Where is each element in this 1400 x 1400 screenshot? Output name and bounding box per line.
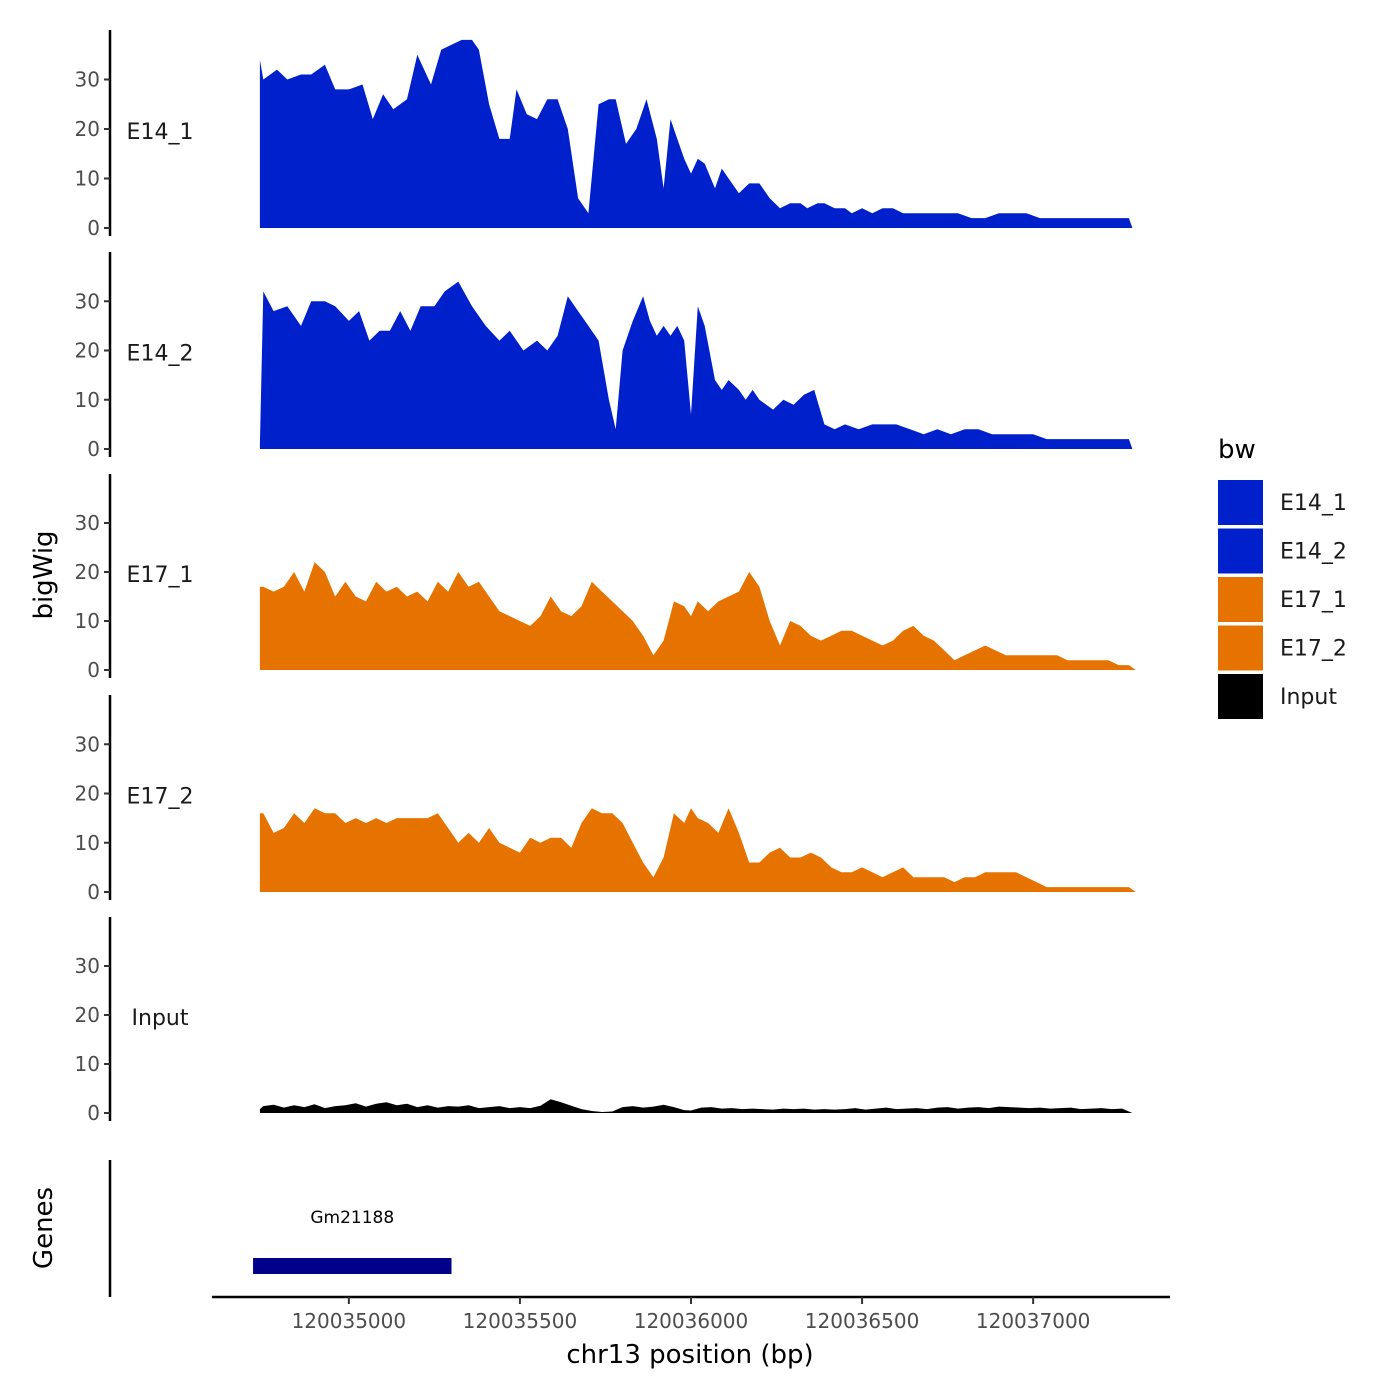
x-tick-label: 120035000	[292, 1309, 407, 1333]
genes-panel-title: Genes	[29, 1187, 59, 1269]
y-tick-label: 30	[75, 68, 100, 92]
y-tick-label: 10	[75, 831, 100, 855]
legend-swatch	[1218, 480, 1263, 525]
y-tick-label: 20	[75, 1003, 100, 1027]
area-series-e14_2	[259, 281, 1133, 449]
x-tick-label: 120037000	[976, 1309, 1091, 1333]
track-label: Input	[132, 1006, 189, 1031]
track-label: E17_1	[127, 563, 194, 588]
y-tick-label: 0	[87, 437, 100, 461]
x-tick-label: 120035500	[463, 1309, 578, 1333]
y-tick-label: 10	[75, 1052, 100, 1076]
y-tick-label: 10	[75, 609, 100, 633]
y-tick-label: 10	[75, 167, 100, 191]
y-tick-label: 20	[75, 782, 100, 806]
y-tick-label: 20	[75, 339, 100, 363]
y-tick-label: 0	[87, 1101, 100, 1125]
y-tick-label: 30	[75, 289, 100, 313]
legend-swatch	[1218, 528, 1263, 574]
legend-label: E17_1	[1280, 588, 1347, 613]
y-axis-title: bigWig	[29, 530, 59, 619]
y-tick-label: 0	[87, 658, 100, 682]
y-tick-label: 10	[75, 388, 100, 412]
area-series-e17_1	[259, 562, 1136, 670]
gene-label: Gm21188	[310, 1208, 394, 1228]
legend-swatch	[1218, 625, 1263, 671]
legend-swatch	[1218, 577, 1263, 622]
track-label: E14_1	[127, 120, 194, 145]
y-tick-label: 30	[75, 511, 100, 535]
track-label: E17_2	[127, 785, 194, 810]
x-axis-title: chr13 position (bp)	[566, 1340, 813, 1370]
area-series-e14_1	[259, 39, 1133, 229]
legend-title: bw	[1218, 435, 1256, 465]
legend-label: Input	[1280, 685, 1337, 710]
y-tick-label: 30	[75, 954, 100, 978]
track-label: E14_2	[127, 342, 194, 367]
legend-label: E17_2	[1280, 637, 1347, 662]
y-tick-label: 0	[87, 216, 100, 240]
area-series-e17_2	[259, 808, 1136, 892]
legend-swatch	[1218, 674, 1263, 719]
y-tick-label: 20	[75, 560, 100, 584]
area-series-input	[259, 1099, 1133, 1113]
y-tick-label: 20	[75, 117, 100, 141]
x-tick-label: 120036000	[634, 1309, 749, 1333]
y-tick-label: 30	[75, 732, 100, 756]
y-tick-label: 0	[87, 880, 100, 904]
x-tick-label: 120036500	[805, 1309, 920, 1333]
legend-label: E14_1	[1280, 491, 1347, 516]
legend-label: E14_2	[1280, 540, 1347, 565]
gene-bar	[253, 1258, 452, 1274]
